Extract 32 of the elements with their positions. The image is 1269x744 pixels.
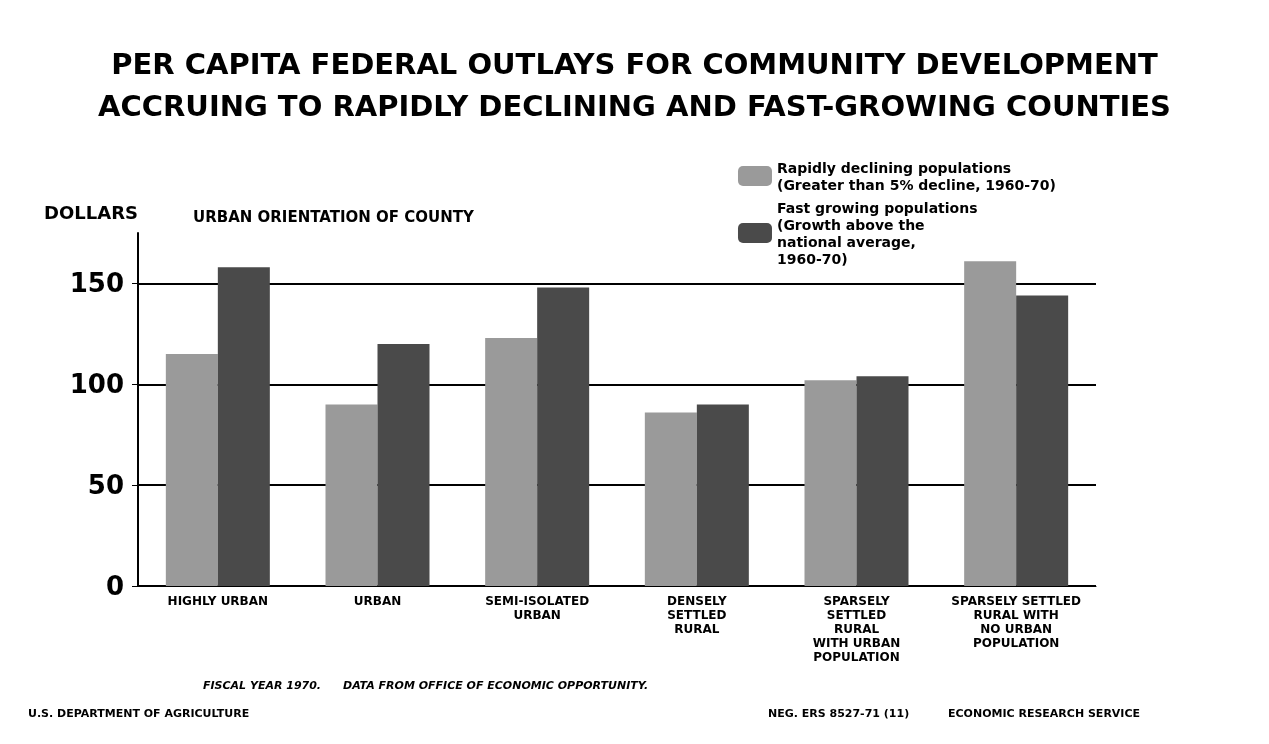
bar <box>1016 295 1069 586</box>
text: NEG. ERS 8527-71 (11) <box>768 707 910 720</box>
x-tick-label: SPARSELY SETTLED RURAL WITH URBAN POPULATION <box>812 594 901 664</box>
bar <box>537 287 590 586</box>
text: DATA FROM OFFICE OF ECONOMIC OPPORTUNITY. <box>343 679 649 692</box>
x-tick-label: HIGHLY URBAN <box>167 594 269 608</box>
text: FISCAL YEAR 1970. <box>203 679 322 692</box>
y-tick-label: 150 <box>69 268 124 299</box>
bar <box>325 404 378 586</box>
chart-title: PER CAPITA FEDERAL OUTLAYS FOR COMMUNITY DEVELOPMENT ACCRUING TO RAPIDLY DECLINING AND FAST-GROWING COUNTIES <box>98 47 1171 123</box>
bar <box>696 404 749 586</box>
x-tick-label: SEMI-ISOLATED URBAN <box>485 594 590 622</box>
x-tick-label: DENSELY SETTLED RURAL <box>667 594 727 636</box>
bar <box>644 412 697 586</box>
legend-label: Rapidly declining populations (Greater than 5% decline, 1960-70) <box>776 159 1056 193</box>
x-tick-label: URBAN <box>353 594 402 608</box>
bar <box>856 376 909 586</box>
text: U.S. DEPARTMENT OF AGRICULTURE <box>28 707 250 720</box>
y-tick-label: 50 <box>87 470 124 501</box>
y-tick-label: 0 <box>105 571 124 601</box>
bar <box>804 380 857 586</box>
bar <box>485 337 538 586</box>
bar <box>964 261 1017 586</box>
bar <box>217 267 270 586</box>
bar <box>377 343 430 586</box>
y-axis-title: DOLLARS <box>44 201 138 223</box>
legend-label: Fast growing populations (Growth above the national average, 1960-70) <box>776 199 978 267</box>
y-tick-label: 100 <box>69 369 124 400</box>
text: ECONOMIC RESEARCH SERVICE <box>948 707 1141 720</box>
bar <box>165 354 218 586</box>
chart-subtitle: URBAN ORIENTATION OF COUNTY <box>193 207 476 226</box>
x-tick-label: SPARSELY SETTLED RURAL WITH NO URBAN POPULATION <box>951 594 1082 650</box>
